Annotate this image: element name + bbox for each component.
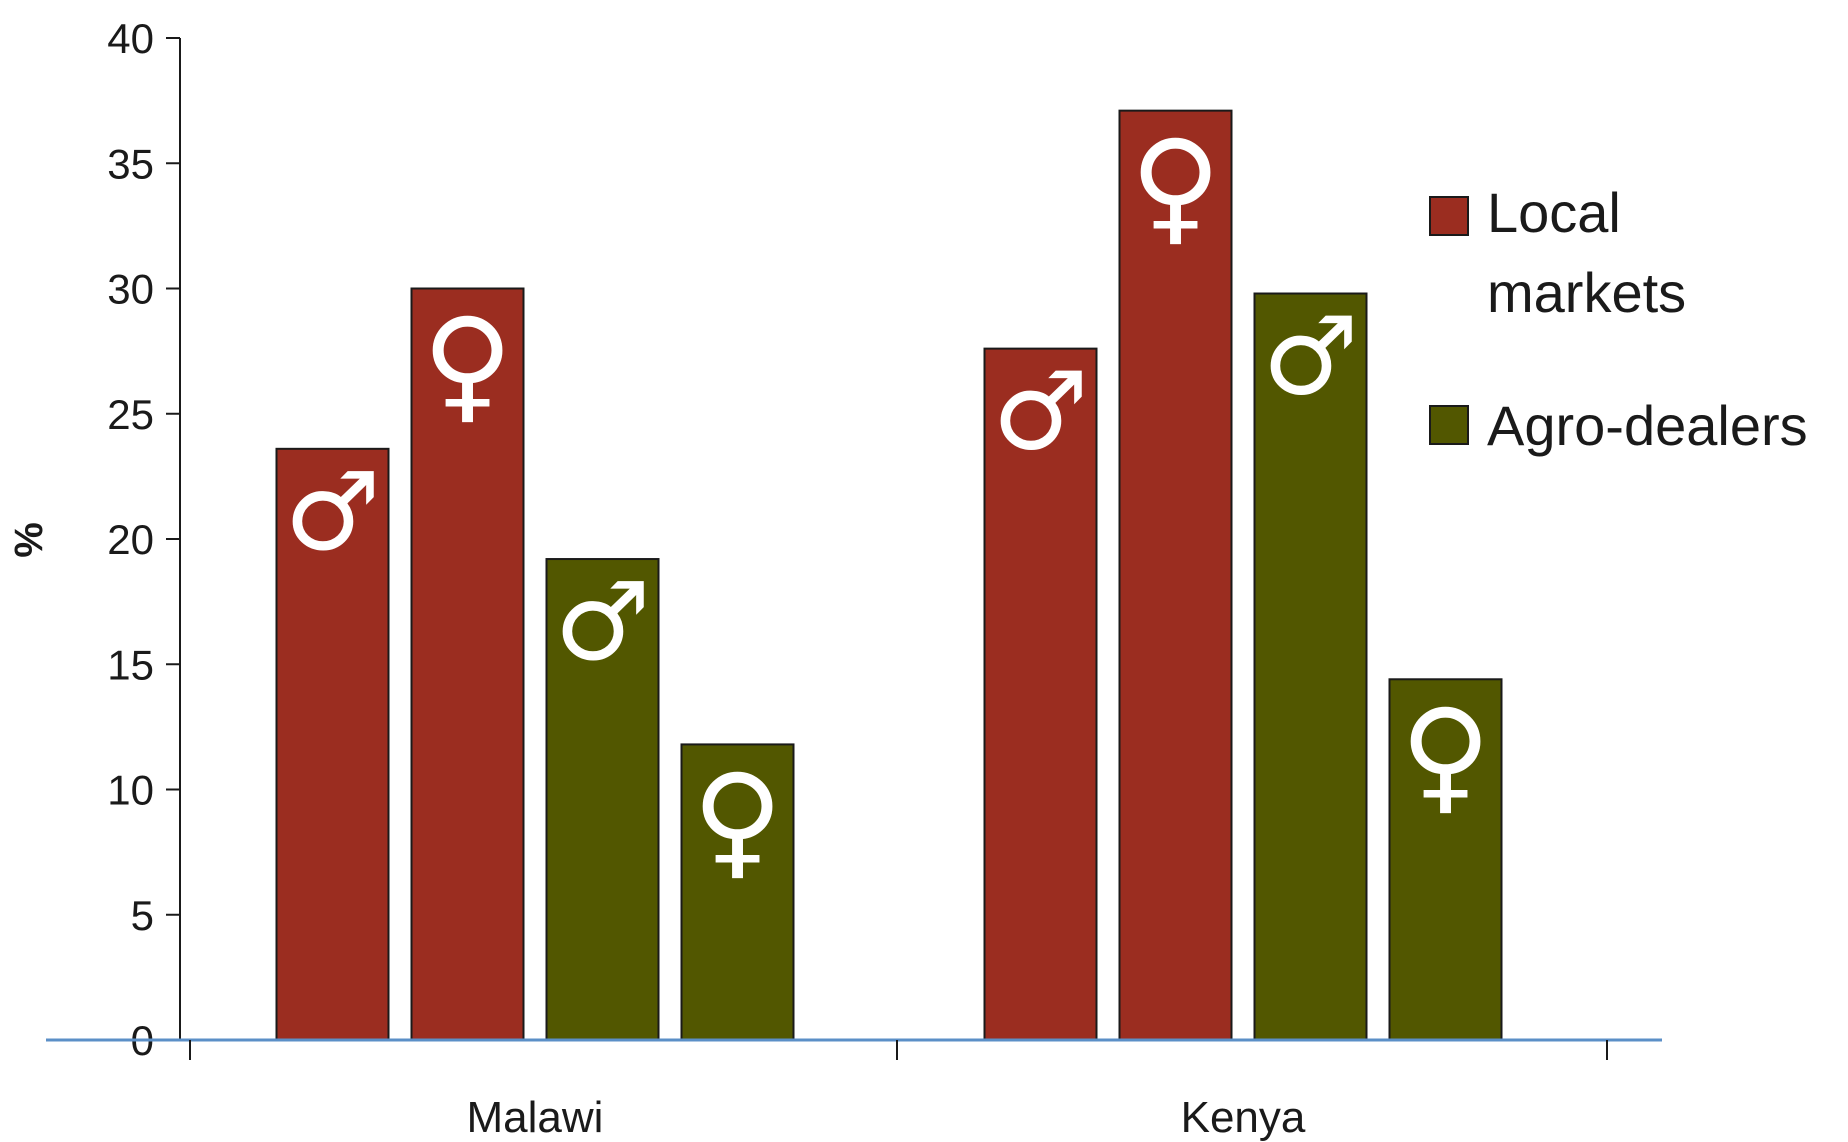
bar-kenya-local-markets-male [983,347,1098,1041]
bar-kenya-agro-dealers-male [1253,292,1368,1041]
male-symbol-icon: ♂ [554,560,651,685]
legend-swatch [1429,196,1469,236]
female-symbol-icon: ♀ [1130,115,1221,259]
legend-swatch [1429,405,1469,445]
female-symbol-icon: ♀ [422,293,513,437]
y-tick-label: 20 [107,516,154,563]
x-category-label: Malawi [467,1093,604,1142]
y-tick-label: 40 [107,15,154,62]
bar-malawi-local-markets-female [410,287,525,1041]
y-tick-label: 5 [131,892,154,939]
female-symbol-icon: ♀ [692,748,783,892]
legend-label: markets [1487,261,1686,324]
male-symbol-icon: ♂ [1262,295,1359,420]
legend-label: Agro-dealers [1487,394,1808,457]
y-axis-title: % [7,522,51,558]
bars: ♂ ♀ ♂ ♀ ♂ ♀ ♂ ♀ [275,109,1503,1042]
y-tick-label: 25 [107,391,154,438]
legend-label: Local [1487,181,1621,244]
y-tick-label: 10 [107,767,154,814]
male-symbol-icon: ♂ [992,350,1089,475]
bar-malawi-local-markets-male [275,447,390,1041]
bar-kenya-agro-dealers-female [1388,678,1503,1042]
x-axis: Malawi Kenya [46,1038,1662,1142]
x-category-label: Kenya [1181,1093,1306,1142]
male-symbol-icon: ♂ [284,450,381,575]
bar-kenya-local-markets-female [1118,109,1233,1041]
female-symbol-icon: ♀ [1400,683,1491,827]
y-tick-label: 30 [107,266,154,313]
y-tick-label: 15 [107,641,154,688]
legend: Local markets Agro-dealers [1429,181,1808,457]
y-tick-label: 35 [107,140,154,187]
